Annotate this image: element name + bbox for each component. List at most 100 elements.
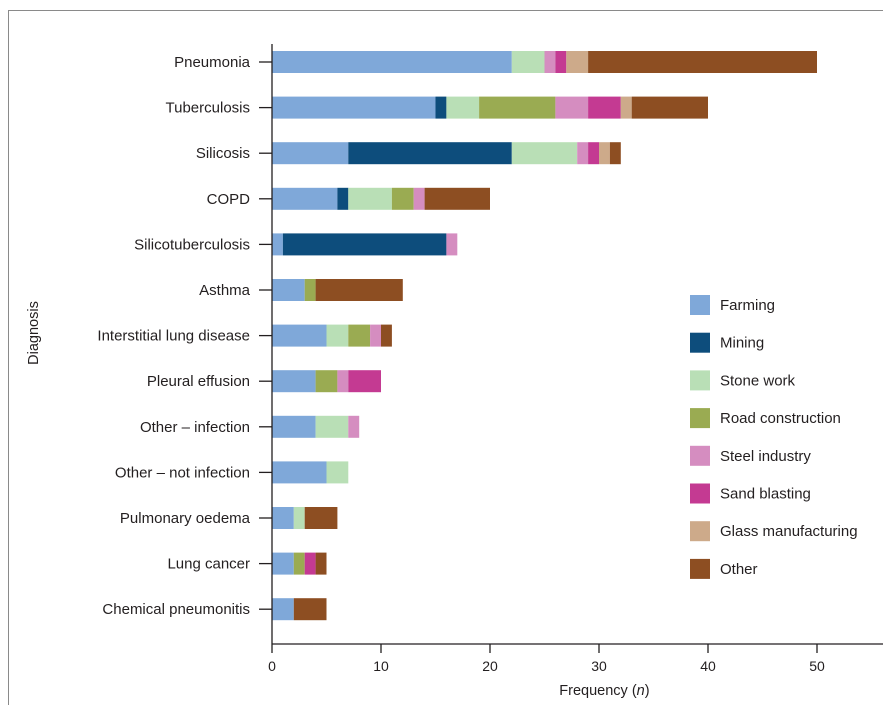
x-tick-label: 10 — [373, 658, 389, 674]
legend-swatch — [690, 408, 710, 429]
bar-segment-11-1: Pulmonary oedema – Farming: 2 — [272, 507, 294, 529]
bar-segment-2-3: Tuberculosis – Stone work: 3 — [446, 96, 480, 119]
bar-segment-12-4: Lung cancer – Road construction: 1 — [293, 552, 305, 575]
bar-segment-9-1: Other – infection – Farming: 4 — [272, 415, 316, 438]
legend-swatch — [690, 295, 710, 315]
bar-segment-6-8: Asthma – Other: 8 — [315, 279, 403, 301]
bar-segment-3-1: Silicosis – Farming: 7 — [272, 142, 349, 165]
x-tick-label: 20 — [482, 658, 498, 674]
legend-label: Steel industry — [720, 448, 811, 465]
category-label: Tuberculosis — [166, 100, 250, 117]
bar-segment-2-7: Tuberculosis – Glass manufacturing: 1 — [620, 96, 632, 119]
category-label: Lung cancer — [167, 556, 250, 573]
x-tick-label: 0 — [268, 658, 276, 674]
bar-segment-5-1: Silicotuberculosis – Farming: 1 — [272, 233, 283, 256]
bar-segment-6-4: Asthma – Road construction: 1 — [304, 279, 316, 301]
bar-segment-2-4: Tuberculosis – Road construction: 7 — [479, 96, 556, 119]
bar-segment-3-7: Silicosis – Glass manufacturing: 1 — [599, 142, 610, 165]
category-label: Pneumonia — [174, 54, 251, 71]
legend-swatch — [690, 332, 710, 353]
bar-segment-7-1: Interstitial lung disease – Farming: 5 — [272, 324, 327, 347]
bar-segment-3-2: Silicosis – Mining: 15 — [348, 142, 512, 165]
bars-group: Pneumonia – Farming: 22Pneumonia – Stone… — [272, 51, 817, 621]
bar-segment-4-8: COPD – Other: 6 — [424, 187, 490, 210]
legend-swatch — [690, 521, 710, 542]
bar-segment-4-3: COPD – Stone work: 4 — [348, 187, 392, 210]
category-label: Silicosis — [196, 145, 250, 162]
bar-segment-12-8: Lung cancer – Other: 1 — [315, 552, 327, 575]
legend-label: Mining — [720, 335, 764, 352]
bar-segment-9-3: Other – infection – Stone work: 3 — [315, 415, 349, 438]
bar-segment-2-2: Tuberculosis – Mining: 1 — [435, 96, 447, 119]
category-label: Chemical pneumonitis — [102, 601, 250, 618]
bar-segment-4-5: COPD – Steel industry: 1 — [413, 187, 425, 210]
bar-segment-5-2: Silicotuberculosis – Mining: 15 — [282, 233, 447, 256]
bar-segment-4-2: COPD – Mining: 1 — [337, 187, 349, 210]
x-axis-title: Frequency (n) — [559, 683, 649, 699]
figure-frame — [8, 10, 883, 705]
legend-label: Stone work — [720, 372, 796, 389]
bar-segment-13-1: Chemical pneumonitis – Farming: 2 — [272, 598, 294, 621]
bar-segment-13-8: Chemical pneumonitis – Other: 3 — [293, 598, 327, 621]
legend-swatch — [690, 445, 710, 466]
bar-segment-1-8: Pneumonia – Other: 21 — [588, 51, 817, 73]
bar-segment-5-5: Silicotuberculosis – Steel industry: 1 — [446, 233, 458, 256]
x-tick-label: 30 — [591, 658, 607, 674]
bar-segment-8-5: Pleural effusion – Steel industry: 1 — [337, 370, 349, 393]
bar-segment-2-1: Tuberculosis – Farming: 15 — [272, 96, 436, 119]
bar-segment-7-8: Interstitial lung disease – Other: 1 — [381, 324, 392, 347]
legend-swatch — [690, 558, 710, 579]
legend-label: Farming — [720, 297, 775, 314]
legend: Farming Mining Stone work Road construction… — [690, 295, 858, 579]
bar-segment-8-1: Pleural effusion – Farming: 4 — [272, 370, 316, 393]
bar-segment-2-8: Tuberculosis – Other: 7 — [631, 96, 708, 119]
bar-segment-11-8: Pulmonary oedema – Other: 3 — [304, 507, 338, 529]
category-label: Asthma — [199, 282, 251, 299]
bar-segment-3-8: Silicosis – Other: 1 — [609, 142, 621, 165]
bar-segment-10-3: Other – not infection – Stone work: 2 — [326, 461, 349, 484]
bar-segment-7-4: Interstitial lung disease – Road constru… — [348, 324, 371, 347]
bar-segment-3-6: Silicosis – Sand blasting: 1 — [588, 142, 599, 165]
bar-segment-9-5: Other – infection – Steel industry: 1 — [348, 415, 360, 438]
category-label: Pleural effusion — [147, 373, 250, 390]
bar-segment-12-6: Lung cancer – Sand blasting: 1 — [304, 552, 316, 575]
x-axis-ticks: 0 10 20 30 40 50 — [268, 644, 825, 674]
category-label: Other – not infection — [115, 464, 250, 481]
bar-segment-8-4: Pleural effusion – Road construction: 2 — [315, 370, 338, 393]
x-tick-label: 40 — [700, 658, 716, 674]
legend-label: Glass manufacturing — [720, 523, 858, 540]
bar-segment-3-5: Silicosis – Steel industry: 1 — [577, 142, 589, 165]
bar-segment-4-1: COPD – Farming: 6 — [272, 187, 338, 210]
bar-segment-1-7: Pneumonia – Glass manufacturing: 2 — [566, 51, 589, 73]
y-axis-title: Diagnosis — [26, 301, 42, 365]
x-tick-label: 50 — [809, 658, 825, 674]
legend-label: Road construction — [720, 410, 841, 427]
bar-segment-12-1: Lung cancer – Farming: 2 — [272, 552, 294, 575]
bar-segment-7-5: Interstitial lung disease – Steel indust… — [370, 324, 381, 347]
bar-segment-7-3: Interstitial lung disease – Stone work: … — [326, 324, 349, 347]
category-label: Silicotuberculosis — [134, 236, 250, 253]
bar-segment-11-3: Pulmonary oedema – Stone work: 1 — [293, 507, 305, 529]
legend-swatch — [690, 483, 710, 504]
bar-segment-10-1: Other – not infection – Farming: 5 — [272, 461, 327, 484]
bar-segment-1-3: Pneumonia – Stone work: 3 — [511, 51, 545, 73]
legend-label: Sand blasting — [720, 486, 811, 503]
legend-label: Other — [720, 561, 758, 578]
bar-segment-1-1: Pneumonia – Farming: 22 — [272, 51, 512, 73]
bar-segment-2-5: Tuberculosis – Steel industry: 3 — [555, 96, 589, 119]
category-label: Interstitial lung disease — [97, 328, 250, 345]
category-labels: Pneumonia Tuberculosis Silicosis COPD Silico… — [97, 54, 250, 618]
bar-segment-1-6: Pneumonia – Sand blasting: 1 — [555, 51, 567, 73]
category-label: Other – infection — [140, 419, 250, 436]
legend-swatch — [690, 370, 710, 391]
axes-group — [259, 44, 883, 645]
bar-segment-4-4: COPD – Road construction: 2 — [391, 187, 414, 210]
category-label: COPD — [207, 191, 251, 208]
bar-segment-3-3: Silicosis – Stone work: 6 — [511, 142, 578, 165]
bar-segment-6-1: Asthma – Farming: 3 — [272, 279, 305, 301]
bar-segment-8-6: Pleural effusion – Sand blasting: 3 — [348, 370, 381, 393]
bar-segment-2-6: Tuberculosis – Sand blasting: 3 — [588, 96, 621, 119]
category-label: Pulmonary oedema — [120, 510, 251, 527]
